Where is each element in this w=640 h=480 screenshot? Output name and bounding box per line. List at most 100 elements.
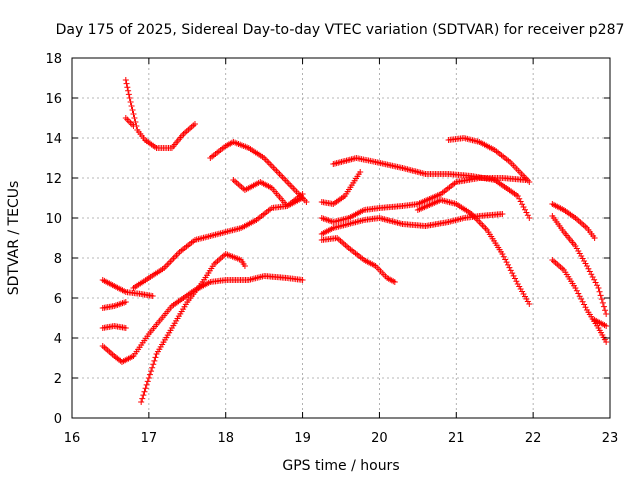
data-point [504, 261, 511, 268]
data-point [603, 323, 610, 329]
series-arc-a [122, 77, 198, 151]
x-axis-title: GPS time / hours [282, 458, 399, 474]
series-arc-u [591, 317, 610, 329]
series-arc-q [445, 135, 533, 185]
series-arc-c [99, 277, 156, 299]
y-tick-label: 6 [54, 292, 62, 307]
data-point [503, 259, 510, 266]
data-point [585, 265, 592, 272]
data-point [519, 201, 526, 208]
series-arc-p [414, 197, 533, 307]
data-point [582, 304, 589, 311]
data-point [146, 371, 153, 378]
data-point [141, 388, 148, 395]
data-point [588, 271, 595, 278]
data-point [149, 293, 156, 299]
data-point [575, 290, 582, 297]
series-arc-f [99, 273, 306, 365]
data-point [598, 296, 605, 303]
data-point [526, 215, 533, 221]
data-point [603, 339, 610, 345]
data-point [125, 87, 132, 94]
data-point [526, 301, 533, 307]
data-point [124, 84, 131, 91]
data-point [303, 199, 310, 205]
plot-frame [71, 57, 611, 419]
data-point [122, 299, 129, 305]
series-arc-t [549, 257, 610, 345]
data-point [520, 204, 527, 210]
data-point [572, 285, 579, 291]
data-point [499, 251, 506, 257]
series-arc-e [99, 323, 129, 331]
data-point [573, 287, 580, 294]
data-point [516, 195, 523, 202]
data-point [513, 278, 520, 285]
data-point [143, 381, 150, 388]
x-tick-label: 18 [217, 431, 234, 446]
data-point [140, 392, 147, 399]
data-point [517, 198, 524, 205]
x-tick-label: 19 [294, 431, 311, 446]
data-point [150, 361, 157, 368]
data-point [502, 256, 509, 263]
y-tick-label: 2 [54, 372, 62, 387]
data-point [191, 121, 198, 127]
series-arc-l [318, 211, 506, 237]
series-arc-m [318, 235, 398, 285]
y-tick-label: 4 [54, 332, 62, 347]
data-point [122, 325, 129, 331]
data-point [142, 385, 149, 392]
data-point [581, 301, 588, 308]
data-point [514, 193, 521, 199]
data-point [603, 311, 610, 317]
data-point [576, 293, 583, 300]
data-point [526, 179, 533, 185]
data-point [523, 209, 530, 216]
x-tick-label: 16 [64, 431, 81, 446]
data-point [592, 279, 599, 286]
data-marks [99, 77, 610, 405]
data-point [299, 195, 306, 201]
data-point [123, 80, 130, 87]
data-point [583, 263, 590, 269]
y-tick-label: 8 [54, 252, 62, 267]
x-tick-label: 21 [448, 431, 465, 446]
data-point [391, 279, 398, 285]
data-point [602, 307, 609, 314]
data-point [595, 285, 602, 291]
x-tick-label: 17 [141, 431, 158, 446]
chart-title: Day 175 of 2025, Sidereal Day-to-day VTE… [56, 22, 625, 38]
y-tick-label: 14 [45, 132, 62, 147]
data-point [129, 107, 136, 113]
data-point [578, 296, 585, 302]
data-point [507, 267, 514, 274]
data-point [144, 378, 151, 385]
data-point [357, 169, 364, 175]
grid-lines [72, 58, 610, 418]
series-arc-s [549, 213, 610, 317]
data-point [139, 395, 146, 402]
data-point [586, 268, 593, 275]
data-point [596, 288, 603, 295]
data-point [130, 123, 137, 129]
axis-ticks: 16 17 18 19 20 21 22 23 0 2 4 6 8 10 12 14 16 18 [45, 52, 618, 446]
data-point [597, 292, 604, 299]
series-arc-n [318, 169, 364, 207]
data-point [506, 264, 513, 271]
y-tick-label: 0 [54, 412, 62, 427]
data-point [299, 277, 306, 283]
series-arc-o [330, 155, 533, 221]
data-point [591, 235, 598, 241]
data-point [600, 303, 607, 310]
data-point [128, 103, 135, 109]
data-point [149, 364, 156, 371]
data-point [510, 272, 517, 279]
data-point [125, 91, 132, 98]
data-point [509, 270, 516, 277]
x-tick-label: 22 [525, 431, 542, 446]
data-point [122, 77, 129, 83]
data-point [524, 212, 531, 219]
